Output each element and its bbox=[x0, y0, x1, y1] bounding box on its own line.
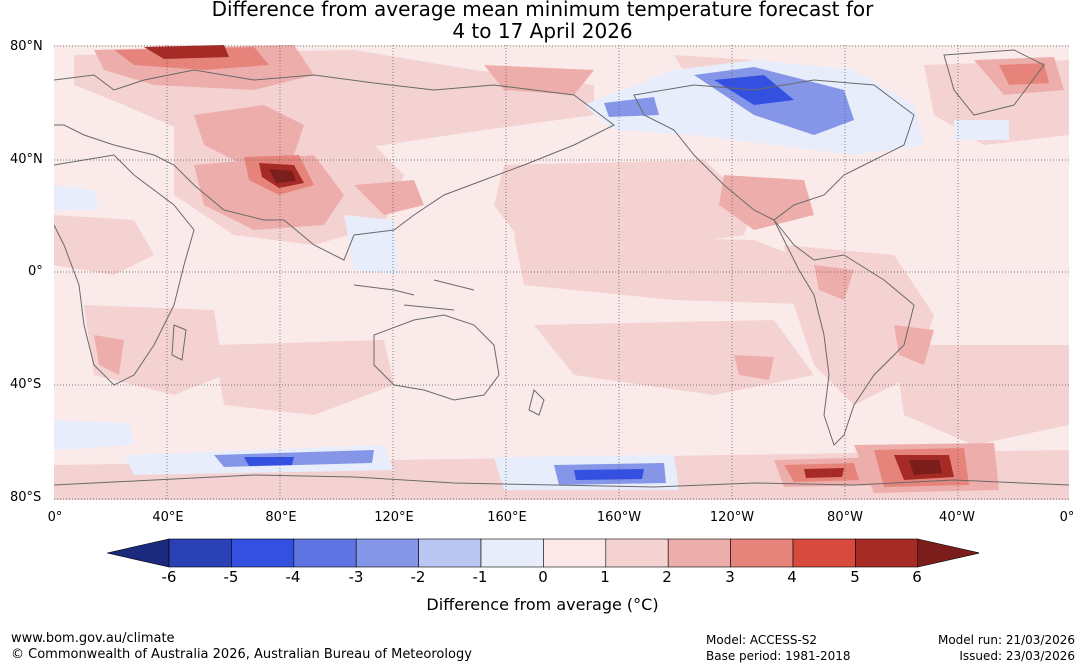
map-title-line1: Difference from average mean minimum tem… bbox=[211, 0, 874, 21]
colorbar-tick-minus2: -2 bbox=[410, 568, 426, 586]
lat-label-80n: 80°N bbox=[10, 39, 43, 54]
colorbar-tick-1: 1 bbox=[600, 568, 610, 586]
lon-label-160w: 160°W bbox=[596, 510, 642, 525]
colorbar-tick-3: 3 bbox=[725, 568, 735, 586]
temperature-anomaly-map bbox=[54, 45, 1069, 500]
colorbar-extension-high bbox=[917, 538, 979, 568]
colorbar-extension-low bbox=[107, 538, 170, 568]
lon-label-40e: 40°E bbox=[152, 510, 184, 525]
colorbar-tick-minus5: -5 bbox=[223, 568, 239, 586]
lon-label-0: 0° bbox=[47, 510, 63, 525]
lat-label-40s: 40°S bbox=[10, 377, 42, 392]
colorbar-segment bbox=[480, 538, 544, 568]
graticule bbox=[54, 45, 1069, 500]
colorbar-segments bbox=[107, 538, 979, 568]
lat-label-0: 0° bbox=[28, 264, 43, 279]
lon-label-120e: 120°E bbox=[374, 510, 414, 525]
colorbar-tick-2: 2 bbox=[662, 568, 672, 586]
colorbar-segment bbox=[855, 538, 919, 568]
colorbar-segment bbox=[355, 538, 419, 568]
footer-issued: Issued: 23/03/2026 bbox=[959, 649, 1075, 663]
coastlines bbox=[54, 49, 1069, 488]
footer-model-run: Model run: 21/03/2026 bbox=[937, 633, 1075, 647]
lon-label-160e: 160°E bbox=[487, 510, 527, 525]
colorbar-tick-minus6: -6 bbox=[161, 568, 177, 586]
colorbar-segment bbox=[667, 538, 731, 568]
lon-label-40w: 40°W bbox=[939, 510, 975, 525]
lon-label-80e: 80°E bbox=[265, 510, 297, 525]
footer-website: www.bom.gov.au/climate bbox=[11, 631, 175, 646]
colorbar-segment bbox=[730, 538, 794, 568]
map-title-line2: 4 to 17 April 2026 bbox=[452, 19, 633, 43]
colorbar-tick-0: 0 bbox=[538, 568, 548, 586]
colorbar-segment bbox=[605, 538, 669, 568]
colorbar-tick-6: 6 bbox=[912, 568, 922, 586]
lat-label-40n: 40°N bbox=[10, 152, 43, 167]
footer-copyright: © Commonwealth of Australia 2026, Austra… bbox=[11, 647, 472, 662]
colorbar-segment bbox=[792, 538, 856, 568]
lon-label-120w: 120°W bbox=[709, 510, 755, 525]
colorbar-tick-4: 4 bbox=[787, 568, 797, 586]
colorbar bbox=[107, 538, 979, 568]
colorbar-segment bbox=[168, 538, 232, 568]
colorbar-segment bbox=[543, 538, 607, 568]
colorbar-tick-minus1: -1 bbox=[472, 568, 488, 586]
anomaly-regions-plus6 bbox=[269, 169, 942, 475]
colorbar-label: Difference from average (°C) bbox=[426, 595, 659, 614]
colorbar-tick-minus3: -3 bbox=[348, 568, 364, 586]
lon-label-80w: 80°W bbox=[827, 510, 863, 525]
footer-model: Model: ACCESS-S2 bbox=[706, 633, 818, 647]
footer-base-period: Base period: 1981-2018 bbox=[706, 649, 851, 663]
colorbar-tick-minus4: -4 bbox=[285, 568, 301, 586]
lat-label-80s: 80°S bbox=[10, 490, 42, 505]
colorbar-tick-5: 5 bbox=[850, 568, 860, 586]
colorbar-segment bbox=[293, 538, 357, 568]
colorbar-segment bbox=[231, 538, 295, 568]
lon-label-0-right: 0° bbox=[1059, 510, 1075, 525]
colorbar-segment bbox=[418, 538, 482, 568]
